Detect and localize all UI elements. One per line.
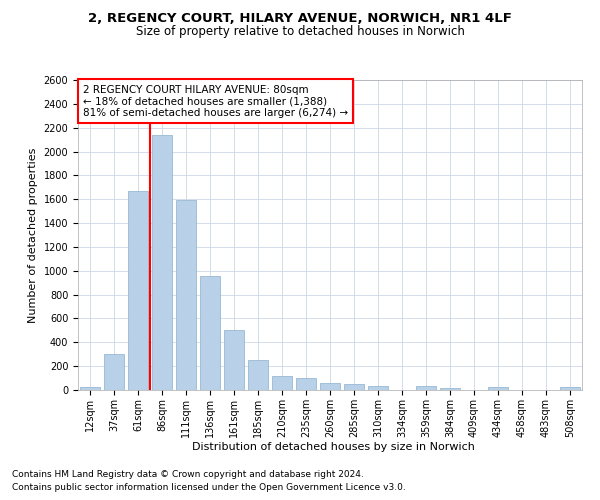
Bar: [296, 378, 316, 390]
Text: 2, REGENCY COURT, HILARY AVENUE, NORWICH, NR1 4LF: 2, REGENCY COURT, HILARY AVENUE, NORWICH…: [88, 12, 512, 26]
Bar: [344, 384, 364, 390]
Bar: [560, 387, 580, 390]
Bar: [104, 354, 124, 390]
Bar: [128, 191, 148, 390]
Bar: [80, 387, 100, 390]
Bar: [368, 386, 388, 390]
Text: Contains HM Land Registry data © Crown copyright and database right 2024.: Contains HM Land Registry data © Crown c…: [12, 470, 364, 479]
Bar: [488, 387, 508, 390]
Bar: [416, 386, 436, 390]
Bar: [320, 384, 340, 390]
Bar: [224, 330, 244, 390]
Text: 2 REGENCY COURT HILARY AVENUE: 80sqm
← 18% of detached houses are smaller (1,388: 2 REGENCY COURT HILARY AVENUE: 80sqm ← 1…: [83, 84, 348, 118]
Text: Contains public sector information licensed under the Open Government Licence v3: Contains public sector information licen…: [12, 484, 406, 492]
Bar: [248, 360, 268, 390]
Bar: [176, 200, 196, 390]
Bar: [152, 135, 172, 390]
Bar: [272, 376, 292, 390]
Bar: [440, 388, 460, 390]
Text: Size of property relative to detached houses in Norwich: Size of property relative to detached ho…: [136, 25, 464, 38]
Y-axis label: Number of detached properties: Number of detached properties: [28, 148, 38, 322]
Text: Distribution of detached houses by size in Norwich: Distribution of detached houses by size …: [191, 442, 475, 452]
Bar: [200, 276, 220, 390]
